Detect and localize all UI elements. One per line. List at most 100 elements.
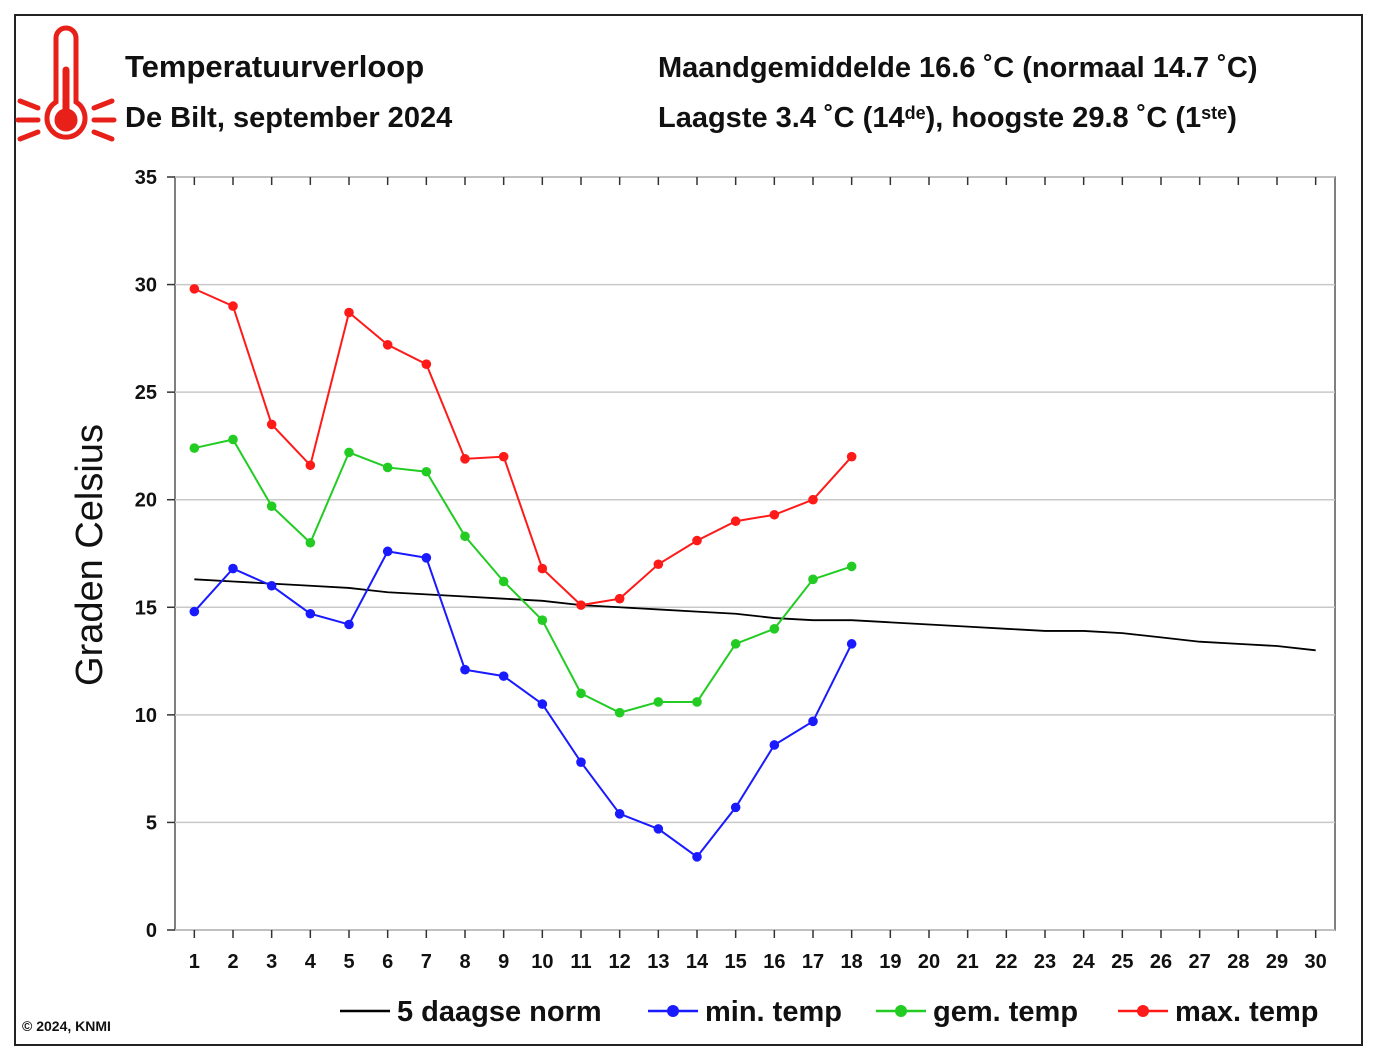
- y-tick-label: 5: [146, 812, 157, 834]
- data-point: [808, 716, 818, 727]
- data-point: [730, 516, 741, 527]
- credit: © 2024, KNMI: [22, 1018, 111, 1034]
- data-point: [846, 451, 857, 462]
- y-tick-label: 20: [135, 490, 157, 512]
- data-point: [614, 707, 625, 718]
- x-tick-label: 16: [763, 951, 785, 973]
- x-tick-label: 13: [647, 951, 669, 973]
- y-tick-label: 25: [135, 382, 157, 404]
- data-point: [730, 802, 741, 813]
- x-tick-label: 28: [1227, 951, 1249, 973]
- data-point: [769, 624, 780, 634]
- data-point: [730, 639, 741, 649]
- x-tick-label: 25: [1111, 951, 1133, 973]
- series-line: [194, 578, 1316, 652]
- legend-marker: [667, 1005, 679, 1017]
- data-point: [653, 697, 664, 707]
- data-point: [460, 664, 470, 675]
- x-tick-label: 19: [879, 951, 901, 973]
- x-tick-label: 17: [802, 951, 824, 973]
- data-point: [421, 553, 432, 563]
- data-point: [228, 563, 238, 574]
- x-tick-label: 21: [957, 951, 979, 973]
- data-point: [421, 359, 432, 369]
- data-point: [692, 852, 702, 862]
- x-tick-label: 30: [1305, 951, 1327, 973]
- series-line: [193, 287, 853, 607]
- data-point: [266, 580, 277, 591]
- x-tick-label: 22: [995, 951, 1017, 973]
- data-point: [382, 546, 393, 557]
- data-point: [614, 809, 625, 819]
- x-tick-label: 1: [189, 951, 200, 973]
- frame: [14, 14, 1363, 1046]
- x-tick-label: 2: [227, 951, 238, 973]
- thermometer-icon: [15, 25, 117, 142]
- data-point: [614, 593, 625, 604]
- chart-title: Temperatuurverloop: [125, 49, 424, 84]
- data-point: [653, 559, 664, 570]
- data-point: [382, 462, 393, 473]
- x-tick-label: 23: [1034, 951, 1056, 973]
- extremes-part: ): [1227, 102, 1237, 134]
- data-point: [189, 284, 200, 294]
- x-tick-label: 8: [459, 951, 470, 973]
- data-point: [498, 576, 509, 587]
- data-point: [769, 740, 780, 750]
- x-tick-label: 11: [570, 951, 591, 973]
- data-point: [382, 340, 393, 350]
- data-point: [498, 451, 509, 462]
- data-point: [266, 501, 277, 511]
- data-point: [808, 494, 818, 505]
- x-tick-label: 18: [841, 951, 863, 973]
- y-tick-label: 10: [135, 705, 157, 727]
- y-tick-label: 0: [146, 920, 157, 942]
- x-tick-label: 10: [531, 951, 553, 973]
- superscript: ste: [1201, 103, 1227, 123]
- legend-label: gem. temp: [933, 996, 1078, 1028]
- extremes-part: ), hoogste 29.8 ˚C (1: [926, 102, 1202, 134]
- x-tick-label: 29: [1266, 951, 1288, 973]
- data-point: [692, 535, 702, 546]
- data-point: [305, 608, 316, 619]
- legend-label: 5 daagse norm: [397, 996, 602, 1028]
- data-point: [653, 824, 664, 834]
- data-point: [576, 688, 586, 699]
- x-tick-label: 12: [609, 951, 631, 973]
- data-point: [498, 671, 509, 681]
- data-point: [228, 434, 238, 445]
- superscript: de: [905, 103, 926, 123]
- summary: Maandgemiddelde 16.6 ˚C (normaal 14.7 ˚C…: [658, 52, 1257, 84]
- data-point: [460, 454, 470, 464]
- data-point: [305, 537, 316, 548]
- data-point: [537, 699, 548, 709]
- legend-marker: [1137, 1005, 1149, 1017]
- data-point: [228, 301, 238, 311]
- data-point: [537, 615, 548, 625]
- data-point: [846, 639, 857, 649]
- data-point: [305, 460, 316, 471]
- extremes: Laagste 3.4 ˚C (14de), hoogste 29.8 ˚C (…: [658, 102, 1237, 134]
- x-tick-label: 5: [343, 951, 354, 973]
- legend-marker: [895, 1005, 907, 1017]
- data-point: [344, 447, 354, 458]
- y-axis-label: Graden Celsius: [69, 424, 111, 686]
- x-tick-label: 14: [686, 951, 709, 973]
- data-point: [808, 574, 818, 585]
- series-line: [194, 438, 852, 714]
- x-tick-label: 9: [498, 951, 509, 973]
- x-tick-label: 24: [1073, 951, 1096, 973]
- data-point: [846, 561, 857, 572]
- extremes-part: Laagste 3.4 ˚C (14: [658, 102, 905, 134]
- legend-label: min. temp: [705, 996, 842, 1028]
- data-point: [576, 600, 586, 610]
- x-tick-label: 20: [918, 951, 940, 973]
- data-point: [692, 697, 702, 707]
- data-point: [576, 757, 586, 767]
- data-point: [460, 531, 470, 542]
- data-point: [537, 563, 548, 574]
- x-tick-label: 4: [305, 951, 317, 973]
- x-tick-label: 7: [421, 951, 432, 973]
- data-point: [266, 419, 277, 430]
